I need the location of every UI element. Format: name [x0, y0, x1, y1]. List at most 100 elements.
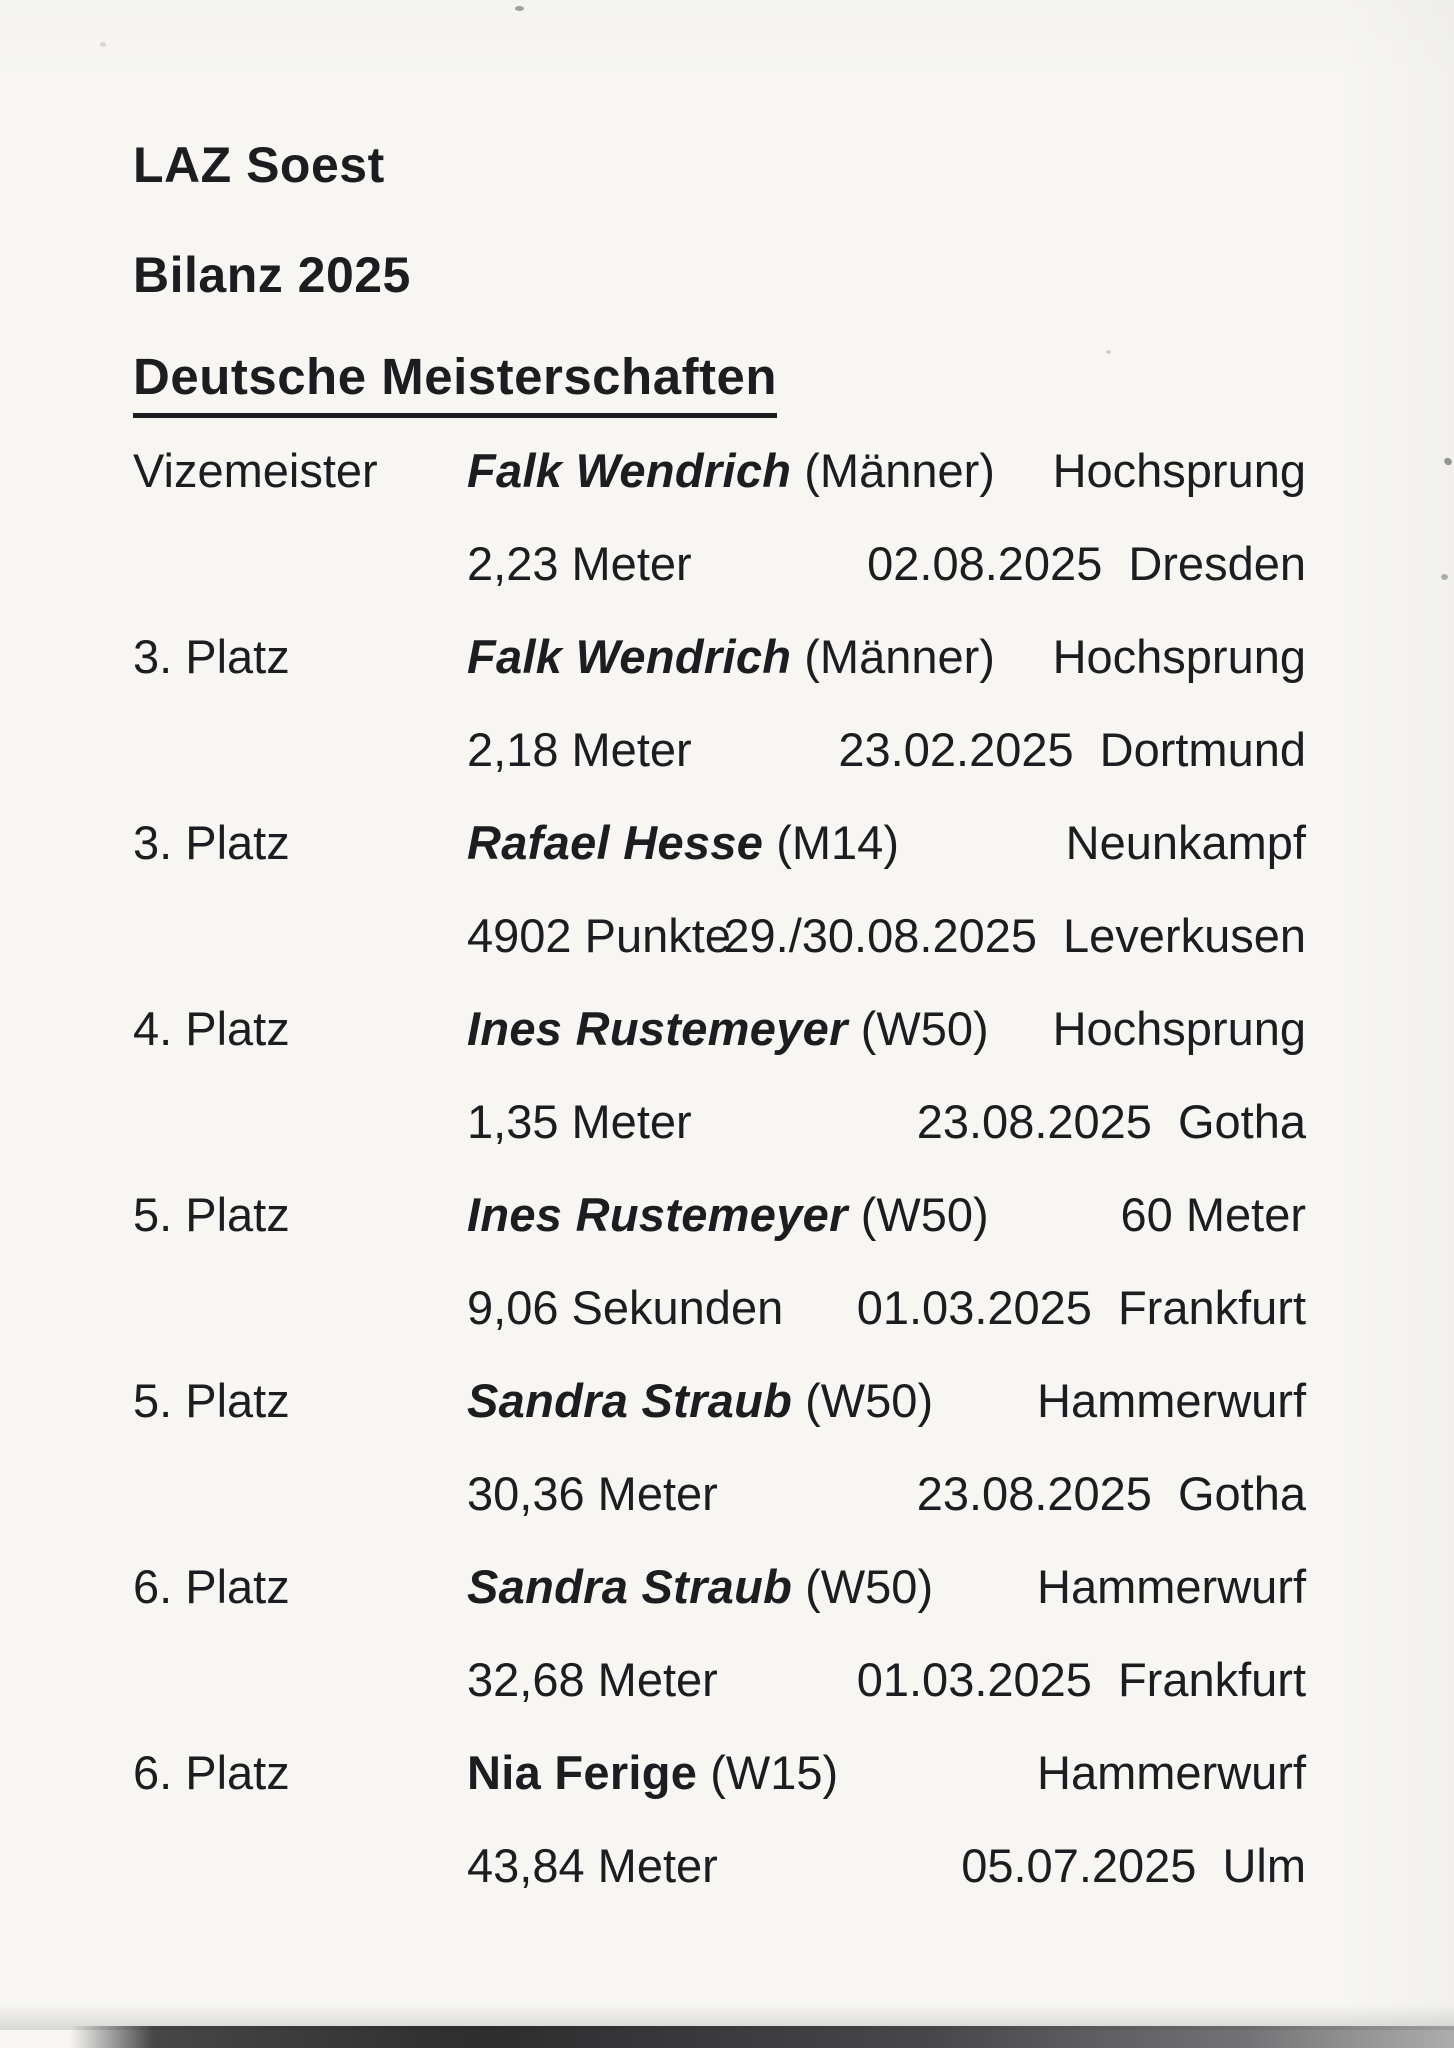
age-category: (Männer)	[804, 629, 995, 683]
result-value: 9,06 Sekunden	[467, 1280, 784, 1334]
scan-speck	[1442, 456, 1454, 467]
athlete-name: Nia Ferige	[467, 1745, 698, 1799]
athlete-cell: Nia Ferige (W15)	[467, 1745, 1037, 1799]
entry-row-result: 2,23 Meter 02.08.2025 Dresden	[133, 517, 1306, 610]
rank-label: 5. Platz	[133, 1187, 290, 1241]
athlete-cell: Ines Rustemeyer (W50)	[467, 1187, 1121, 1241]
athlete-cell: Sandra Straub (W50)	[467, 1559, 1037, 1613]
entry-row-main: Vizemeister Falk Wendrich (Männer) Hochsp…	[133, 424, 1306, 517]
location-value: Gotha	[1177, 1094, 1306, 1148]
date-value: 01.03.2025	[856, 1652, 1092, 1706]
scan-speck	[100, 42, 106, 47]
entry-row-result: 43,84 Meter 05.07.2025 Ulm	[133, 1819, 1306, 1912]
scan-speck	[1103, 1136, 1108, 1140]
athlete-cell: Sandra Straub (W50)	[467, 1373, 1037, 1427]
club-title: LAZ Soest	[133, 137, 385, 193]
results-list: Vizemeister Falk Wendrich (Männer) Hochsp…	[133, 424, 1306, 1912]
location-value: Frankfurt	[1117, 1652, 1306, 1706]
entry-row-result: 9,06 Sekunden 01.03.2025 Frankfurt	[133, 1261, 1306, 1354]
scan-speck	[1106, 350, 1111, 354]
discipline-label: Hochsprung	[1052, 629, 1306, 683]
entry-row-result: 30,36 Meter 23.08.2025 Gotha	[133, 1447, 1306, 1540]
athlete-name: Rafael Hesse	[467, 815, 764, 869]
age-category: (W15)	[710, 1745, 839, 1799]
rank-label: 3. Platz	[133, 815, 290, 869]
athlete-name: Ines Rustemeyer	[467, 1001, 848, 1055]
entry-row-result: 4902 Punkte 29./30.08.2025 Leverkusen	[133, 889, 1306, 982]
date-location-cell: 01.03.2025 Frankfurt	[856, 1280, 1306, 1334]
athlete-name: Ines Rustemeyer	[467, 1187, 848, 1241]
date-value: 01.03.2025	[856, 1280, 1092, 1334]
age-category: (M14)	[776, 815, 899, 869]
result-value: 43,84 Meter	[467, 1838, 718, 1892]
age-category: (W50)	[860, 1001, 989, 1055]
entry-row-main: 4. Platz Ines Rustemeyer (W50) Hochsprung	[133, 982, 1306, 1075]
document-content: LAZ Soest Bilanz 2025 Deutsche Meistersc…	[133, 138, 1306, 1912]
location-value: Leverkusen	[1063, 908, 1306, 962]
scan-speck	[1441, 574, 1448, 580]
athlete-cell: Rafael Hesse (M14)	[467, 815, 1066, 869]
entry-row-result: 1,35 Meter 23.08.2025 Gotha	[133, 1075, 1306, 1168]
date-location-cell: 23.08.2025 Gotha	[916, 1094, 1306, 1148]
entry-row-main: 6. Platz Sandra Straub (W50) Hammerwurf	[133, 1540, 1306, 1633]
athlete-cell: Falk Wendrich (Männer)	[467, 629, 1053, 683]
date-location-cell: 29./30.08.2025 Leverkusen	[723, 908, 1306, 962]
discipline-label: Hammerwurf	[1037, 1559, 1306, 1613]
date-location-cell: 05.07.2025 Ulm	[961, 1838, 1306, 1892]
date-value: 05.07.2025	[961, 1838, 1197, 1892]
age-category: (W50)	[805, 1559, 934, 1613]
discipline-label: Hochsprung	[1052, 1001, 1306, 1055]
scan-bottom-shadow	[0, 2004, 1454, 2030]
date-value: 23.08.2025	[916, 1466, 1152, 1520]
entry-row-result: 2,18 Meter 23.02.2025 Dortmund	[133, 703, 1306, 796]
scan-speck	[515, 6, 524, 11]
result-value: 2,23 Meter	[467, 536, 692, 590]
age-category: (W50)	[805, 1373, 934, 1427]
result-value: 2,18 Meter	[467, 722, 692, 776]
entry-row-main: 3. Platz Falk Wendrich (Männer) Hochsprun…	[133, 610, 1306, 703]
discipline-label: Hammerwurf	[1037, 1373, 1306, 1427]
result-value: 1,35 Meter	[467, 1094, 692, 1148]
entry-row-main: 5. Platz Sandra Straub (W50) Hammerwurf	[133, 1354, 1306, 1447]
athlete-name: Sandra Straub	[467, 1559, 793, 1613]
rank-label: 3. Platz	[133, 629, 290, 683]
age-category: (Männer)	[804, 443, 995, 497]
athlete-name: Sandra Straub	[467, 1373, 793, 1427]
age-category: (W50)	[860, 1187, 989, 1241]
date-value: 23.02.2025	[838, 722, 1074, 776]
rank-label: 4. Platz	[133, 1001, 290, 1055]
entry-row-main: 6. Platz Nia Ferige (W15) Hammerwurf	[133, 1726, 1306, 1819]
date-value: 02.08.2025	[867, 536, 1103, 590]
discipline-label: 60 Meter	[1120, 1187, 1306, 1241]
location-value: Dortmund	[1099, 722, 1306, 776]
location-value: Ulm	[1222, 1838, 1306, 1892]
report-title: Bilanz 2025	[133, 247, 411, 303]
entry-row-main: 3. Platz Rafael Hesse (M14) Neunkampf	[133, 796, 1306, 889]
location-value: Gotha	[1177, 1466, 1306, 1520]
date-location-cell: 01.03.2025 Frankfurt	[856, 1652, 1306, 1706]
athlete-name: Falk Wendrich	[467, 443, 792, 497]
result-value: 32,68 Meter	[467, 1652, 718, 1706]
date-value: 23.08.2025	[916, 1094, 1152, 1148]
discipline-label: Neunkampf	[1065, 815, 1306, 869]
date-location-cell: 23.08.2025 Gotha	[916, 1466, 1306, 1520]
location-value: Frankfurt	[1117, 1280, 1306, 1334]
result-value: 4902 Punkte	[467, 908, 731, 962]
rank-label: 6. Platz	[133, 1745, 290, 1799]
athlete-cell: Ines Rustemeyer (W50)	[467, 1001, 1053, 1055]
discipline-label: Hochsprung	[1052, 443, 1306, 497]
result-value: 30,36 Meter	[467, 1466, 718, 1520]
athlete-cell: Falk Wendrich (Männer)	[467, 443, 1053, 497]
scan-edge-bar	[70, 2026, 1454, 2048]
location-value: Dresden	[1128, 536, 1306, 590]
athlete-name: Falk Wendrich	[467, 629, 792, 683]
rank-label: 5. Platz	[133, 1373, 290, 1427]
rank-label: Vizemeister	[133, 443, 378, 497]
date-location-cell: 02.08.2025 Dresden	[867, 536, 1306, 590]
section-heading: Deutsche Meisterschaften	[133, 348, 778, 419]
rank-label: 6. Platz	[133, 1559, 290, 1613]
discipline-label: Hammerwurf	[1037, 1745, 1306, 1799]
date-location-cell: 23.02.2025 Dortmund	[838, 722, 1306, 776]
entry-row-main: 5. Platz Ines Rustemeyer (W50) 60 Meter	[133, 1168, 1306, 1261]
